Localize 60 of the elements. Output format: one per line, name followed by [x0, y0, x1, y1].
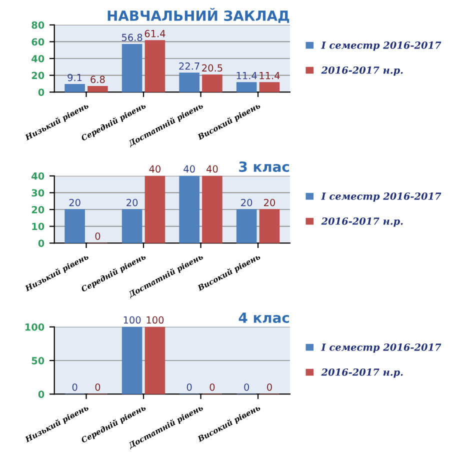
- y-tick-label: 20: [32, 206, 44, 214]
- y-tick-label: 0: [38, 240, 44, 247]
- y-tick-label: 20: [32, 72, 44, 80]
- y-tick-label: 60: [32, 38, 44, 46]
- y-tick-label: 30: [32, 189, 44, 197]
- data-label: 40: [206, 165, 218, 173]
- data-label: 0: [95, 232, 100, 240]
- bar: [64, 84, 85, 92]
- y-tick-label: 50: [32, 356, 44, 364]
- bar: [144, 176, 166, 244]
- data-label: 40: [149, 165, 161, 173]
- y-tick-label: 40: [32, 54, 44, 62]
- y-tick-label: 100: [25, 323, 44, 331]
- bar: [122, 209, 142, 244]
- chart-title: НАВЧАЛЬНИЙ ЗАКЛАД: [108, 8, 290, 23]
- bar: [122, 44, 142, 92]
- bar: [259, 209, 280, 244]
- data-label: 20: [69, 198, 80, 206]
- data-label: 20: [241, 198, 252, 206]
- chart-title: 3 клас: [239, 161, 289, 172]
- data-label: 22.7: [179, 62, 200, 70]
- bar: [144, 40, 166, 92]
- data-label: 100: [124, 316, 141, 324]
- bar: [64, 209, 85, 244]
- chart-title: 4 клас: [238, 312, 289, 323]
- legend-label: 2016-2017 н.р.: [321, 368, 403, 378]
- data-label: 0: [267, 383, 272, 391]
- y-tick-label: 0: [38, 88, 44, 96]
- y-tick-label: 40: [32, 172, 44, 180]
- bar: [88, 86, 108, 92]
- y-tick-label: 80: [32, 21, 44, 29]
- data-label: 0: [244, 383, 250, 391]
- legend-label: І семестр 2016-2017: [321, 41, 442, 51]
- data-label: 0: [210, 383, 215, 391]
- legend-label: І семестр 2016-2017: [321, 192, 442, 202]
- data-label: 20: [126, 198, 138, 206]
- y-tick-label: 10: [32, 222, 44, 230]
- bar: [259, 82, 280, 92]
- data-label: 61.4: [144, 30, 166, 38]
- data-label: 9.1: [68, 74, 82, 82]
- data-label: 0: [95, 383, 100, 391]
- y-tick-label: 0: [38, 390, 44, 398]
- data-label: 0: [72, 383, 78, 391]
- legend-label: 2016-2017 н.р.: [321, 66, 403, 76]
- bar: [202, 176, 222, 244]
- data-label: 6.8: [90, 76, 105, 84]
- legend-label: І семестр 2016-2017: [321, 343, 442, 353]
- bar: [179, 176, 200, 244]
- data-label: 100: [146, 316, 164, 324]
- bar: [179, 72, 200, 92]
- data-label: 20: [264, 198, 276, 206]
- bar: [202, 74, 222, 92]
- data-label: 20.5: [202, 64, 222, 72]
- data-label: 11.4: [260, 72, 280, 80]
- bar: [236, 82, 257, 92]
- data-label: 56.8: [122, 34, 142, 42]
- legend-label: 2016-2017 н.р.: [321, 217, 403, 227]
- data-label: 40: [184, 165, 195, 173]
- bar: [236, 209, 257, 244]
- data-label: 0: [186, 383, 192, 391]
